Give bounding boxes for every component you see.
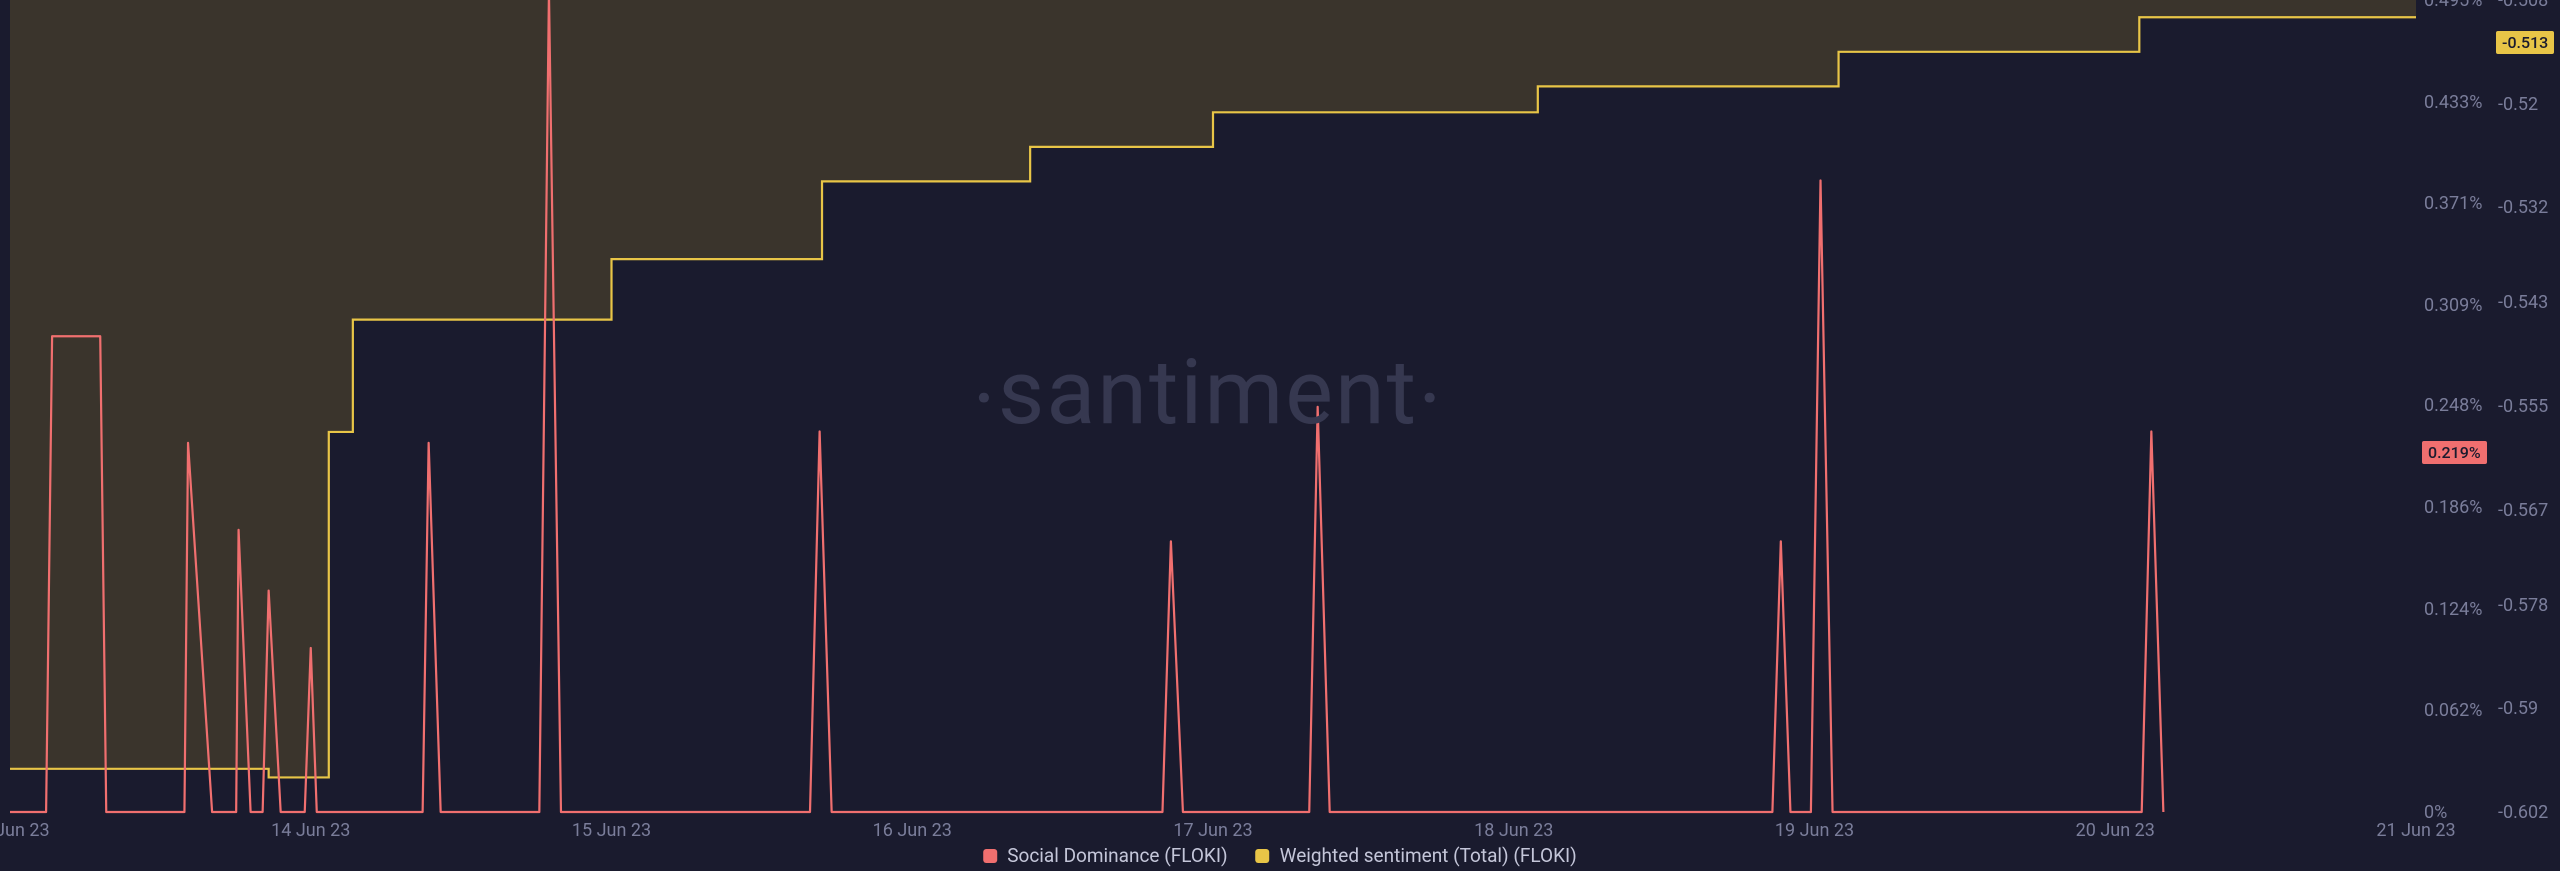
x-axis-tick-label: 18 Jun 23 [1474, 820, 1553, 841]
x-axis-tick-label: 15 Jun 23 [572, 820, 651, 841]
legend-label: Weighted sentiment (Total) (FLOKI) [1280, 844, 1577, 867]
y-right-tick-label: -0.578 [2498, 595, 2548, 616]
y-left-tick-label: 0.248% [2424, 395, 2482, 416]
y-left-tick-label: 0.495% [2424, 0, 2482, 11]
legend-item-weighted-sentiment[interactable]: Weighted sentiment (Total) (FLOKI) [1256, 844, 1577, 867]
chart-container: ·santiment· 13 Jun 2314 Jun 2315 Jun 231… [0, 0, 2560, 867]
y-left-tick-label: 0% [2424, 802, 2447, 823]
x-axis-tick-label: 14 Jun 23 [271, 820, 350, 841]
plot-area[interactable] [0, 0, 2560, 867]
x-axis-tick-label: 20 Jun 23 [2076, 820, 2155, 841]
y-left-tick-label: 0.124% [2424, 599, 2482, 620]
x-axis-tick-label: 19 Jun 23 [1775, 820, 1854, 841]
legend-swatch [1256, 849, 1270, 863]
legend-label: Social Dominance (FLOKI) [1007, 844, 1227, 867]
y-right-tick-label: -0.59 [2498, 698, 2538, 719]
legend-swatch [983, 849, 997, 863]
y-right-tick-label: -0.602 [2498, 802, 2548, 823]
y-left-tick-label: 0.186% [2424, 497, 2482, 518]
y-right-tick-label: -0.543 [2498, 292, 2548, 313]
y-right-tick-label: -0.567 [2498, 500, 2548, 521]
y-right-current-badge: -0.513 [2496, 31, 2554, 54]
x-axis-tick-label: 13 Jun 23 [0, 820, 50, 841]
y-left-tick-label: 0.433% [2424, 92, 2482, 113]
y-left-tick-label: 0.309% [2424, 295, 2482, 316]
y-right-tick-label: -0.555 [2498, 396, 2548, 417]
y-right-tick-label: -0.508 [2498, 0, 2548, 11]
x-axis-tick-label: 21 Jun 23 [2376, 820, 2455, 841]
y-left-tick-label: 0.062% [2424, 700, 2482, 721]
y-right-tick-label: -0.52 [2498, 94, 2538, 115]
x-axis-tick-label: 17 Jun 23 [1173, 820, 1252, 841]
y-right-tick-label: -0.532 [2498, 197, 2548, 218]
legend-item-social-dominance[interactable]: Social Dominance (FLOKI) [983, 844, 1227, 867]
legend: Social Dominance (FLOKI) Weighted sentime… [983, 844, 1577, 867]
y-left-current-badge: 0.219% [2422, 441, 2487, 464]
y-left-tick-label: 0.371% [2424, 193, 2482, 214]
x-axis-tick-label: 16 Jun 23 [873, 820, 952, 841]
